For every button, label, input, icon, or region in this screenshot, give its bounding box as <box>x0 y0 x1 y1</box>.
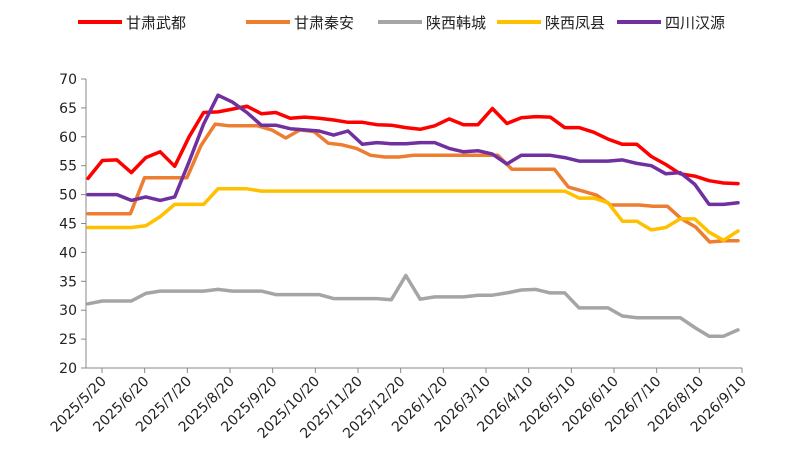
legend-label-2: 陕西韩城 <box>426 14 486 32</box>
legend-label-0: 甘肃武都 <box>126 14 186 32</box>
y-tick-label: 35 <box>59 274 77 290</box>
x-axis: 2025/5/202025/6/202025/7/202025/8/202025… <box>48 367 750 442</box>
legend: 甘肃武都 甘肃秦安 陕西韩城 陕西凤县 四川汉源 <box>78 14 725 32</box>
y-axis: 20 25 30 35 40 45 50 55 60 65 70 <box>59 72 87 377</box>
series-line-4 <box>86 93 740 207</box>
series-line-2 <box>86 273 740 338</box>
series-line-0 <box>86 104 740 186</box>
legend-label-4: 四川汉源 <box>665 14 725 32</box>
y-tick-label: 65 <box>59 101 77 117</box>
y-tick-label: 45 <box>59 217 77 233</box>
legend-label-3: 陕西凤县 <box>545 14 605 32</box>
y-tick-label: 60 <box>59 130 77 146</box>
y-tick-label: 70 <box>59 72 77 88</box>
y-tick-label: 55 <box>59 159 77 175</box>
y-tick-label: 25 <box>59 332 77 348</box>
y-tick-label: 40 <box>59 245 77 261</box>
legend-label-1: 甘肃秦安 <box>294 14 354 32</box>
series-line-3 <box>86 187 740 243</box>
y-tick-label: 30 <box>59 303 77 319</box>
y-tick-label: 20 <box>59 361 77 377</box>
y-tick-label: 50 <box>59 188 77 204</box>
series-line-1 <box>86 122 740 244</box>
series-lines <box>86 93 740 338</box>
